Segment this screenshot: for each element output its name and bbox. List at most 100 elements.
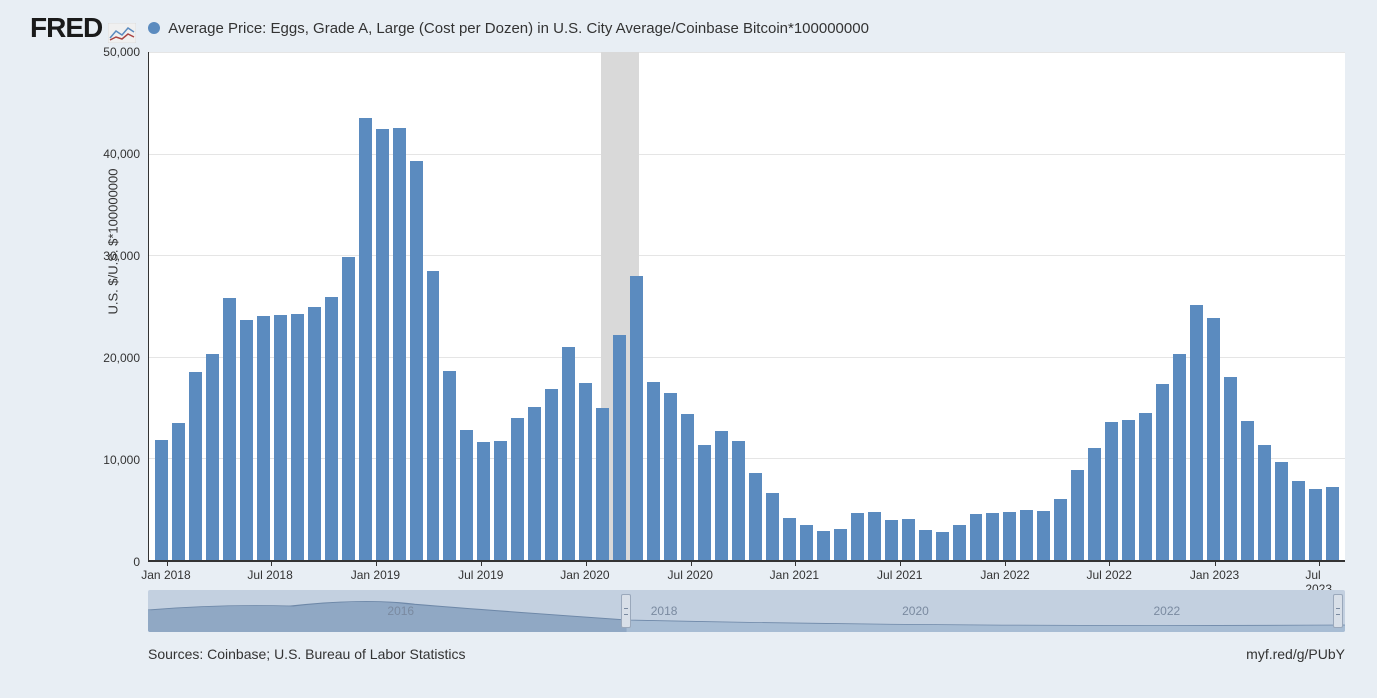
- data-bar[interactable]: [1020, 510, 1033, 560]
- data-bar[interactable]: [1258, 445, 1271, 560]
- data-bar[interactable]: [1326, 487, 1339, 560]
- data-bar[interactable]: [359, 118, 372, 560]
- range-year-label: 2018: [651, 604, 678, 618]
- data-bar[interactable]: [1173, 354, 1186, 560]
- data-bar[interactable]: [1309, 489, 1322, 560]
- data-bar[interactable]: [885, 520, 898, 560]
- x-tick-label: Jan 2023: [1190, 568, 1239, 582]
- y-tick-label: 20,000: [103, 351, 140, 365]
- data-bar[interactable]: [579, 383, 592, 560]
- data-bar[interactable]: [1088, 448, 1101, 560]
- sources-text: Sources: Coinbase; U.S. Bureau of Labor …: [148, 646, 466, 662]
- range-handle-right[interactable]: [1333, 594, 1343, 628]
- data-bar[interactable]: [630, 276, 643, 560]
- data-bar[interactable]: [970, 514, 983, 560]
- fred-logo-text: FRED: [30, 12, 102, 44]
- y-tick-label: 0: [133, 555, 140, 569]
- x-tick-label: Jul 2019: [458, 568, 503, 582]
- data-bar[interactable]: [681, 414, 694, 560]
- data-bar[interactable]: [1139, 413, 1152, 560]
- data-bar[interactable]: [851, 513, 864, 560]
- legend-label: Average Price: Eggs, Grade A, Large (Cos…: [168, 20, 869, 37]
- data-bar[interactable]: [308, 307, 321, 560]
- data-bar[interactable]: [155, 440, 168, 560]
- fred-chart-container: FRED Average Price: Eggs, Grade A, Large…: [12, 12, 1365, 686]
- chart-plot[interactable]: [148, 52, 1345, 562]
- data-bar[interactable]: [986, 513, 999, 560]
- data-bar[interactable]: [1156, 384, 1169, 560]
- data-bar[interactable]: [919, 530, 932, 560]
- data-bar[interactable]: [749, 473, 762, 560]
- data-bar[interactable]: [1054, 499, 1067, 560]
- data-bar[interactable]: [460, 430, 473, 560]
- x-axis-ticks: Jan 2018Jul 2018Jan 2019Jul 2019Jan 2020…: [148, 562, 1345, 586]
- chart-legend[interactable]: Average Price: Eggs, Grade A, Large (Cos…: [148, 20, 869, 37]
- legend-marker-icon: [148, 22, 160, 34]
- data-bar[interactable]: [834, 529, 847, 560]
- data-bar[interactable]: [698, 445, 711, 560]
- data-bar[interactable]: [1122, 420, 1135, 560]
- data-bar[interactable]: [953, 525, 966, 560]
- data-bar[interactable]: [477, 442, 490, 560]
- data-bar[interactable]: [562, 347, 575, 560]
- data-bar[interactable]: [291, 314, 304, 560]
- data-bar[interactable]: [511, 418, 524, 560]
- y-tick-label: 50,000: [103, 45, 140, 59]
- x-tick-label: Jul 2021: [877, 568, 922, 582]
- data-bar[interactable]: [1190, 305, 1203, 560]
- range-year-label: 2016: [387, 604, 414, 618]
- data-bar[interactable]: [376, 129, 389, 560]
- data-bar[interactable]: [800, 525, 813, 560]
- data-bar[interactable]: [342, 257, 355, 560]
- data-bar[interactable]: [1003, 512, 1016, 560]
- data-bar[interactable]: [1207, 318, 1220, 560]
- data-bar[interactable]: [596, 408, 609, 560]
- data-bar[interactable]: [528, 407, 541, 560]
- data-bar[interactable]: [494, 441, 507, 560]
- x-tick-label: Jan 2018: [141, 568, 190, 582]
- data-bar[interactable]: [817, 531, 830, 560]
- data-bar[interactable]: [393, 128, 406, 560]
- data-bar[interactable]: [443, 371, 456, 560]
- data-bar[interactable]: [1241, 421, 1254, 560]
- data-bar[interactable]: [1292, 481, 1305, 560]
- data-bar[interactable]: [545, 389, 558, 560]
- data-bar[interactable]: [613, 335, 626, 560]
- date-range-slider[interactable]: 2016201820202022: [148, 590, 1345, 632]
- y-axis-ticks: 010,00020,00030,00040,00050,000: [90, 52, 148, 562]
- data-bar[interactable]: [427, 271, 440, 560]
- plot-area: U.S. $/U.S. $*100000000 010,00020,00030,…: [60, 52, 1345, 562]
- data-bar[interactable]: [1071, 470, 1084, 560]
- data-bar[interactable]: [172, 423, 185, 560]
- chart-header: FRED Average Price: Eggs, Grade A, Large…: [12, 12, 1365, 44]
- x-tick-label: Jan 2022: [980, 568, 1029, 582]
- data-bar[interactable]: [274, 315, 287, 560]
- data-bar[interactable]: [1037, 511, 1050, 560]
- data-bar[interactable]: [257, 316, 270, 560]
- fred-logo: FRED: [30, 12, 136, 44]
- data-bar[interactable]: [206, 354, 219, 560]
- data-bar[interactable]: [410, 161, 423, 560]
- data-bar[interactable]: [325, 297, 338, 560]
- data-bar[interactable]: [240, 320, 253, 560]
- short-url: myf.red/g/PUbY: [1246, 646, 1345, 662]
- data-bar[interactable]: [783, 518, 796, 560]
- data-bar[interactable]: [766, 493, 779, 560]
- y-tick-label: 30,000: [103, 249, 140, 263]
- range-handle-left[interactable]: [621, 594, 631, 628]
- data-bar[interactable]: [647, 382, 660, 560]
- data-bar[interactable]: [715, 431, 728, 560]
- data-bar[interactable]: [664, 393, 677, 560]
- data-bar[interactable]: [223, 298, 236, 560]
- data-bar[interactable]: [1224, 377, 1237, 560]
- data-bar[interactable]: [1105, 422, 1118, 560]
- data-bar[interactable]: [732, 441, 745, 560]
- data-bar[interactable]: [1275, 462, 1288, 560]
- data-bar[interactable]: [868, 512, 881, 560]
- data-bar[interactable]: [902, 519, 915, 560]
- data-bar[interactable]: [189, 372, 202, 560]
- range-year-label: 2022: [1153, 604, 1180, 618]
- data-bar[interactable]: [936, 532, 949, 560]
- y-tick-label: 40,000: [103, 147, 140, 161]
- fred-logo-icon: [108, 18, 136, 38]
